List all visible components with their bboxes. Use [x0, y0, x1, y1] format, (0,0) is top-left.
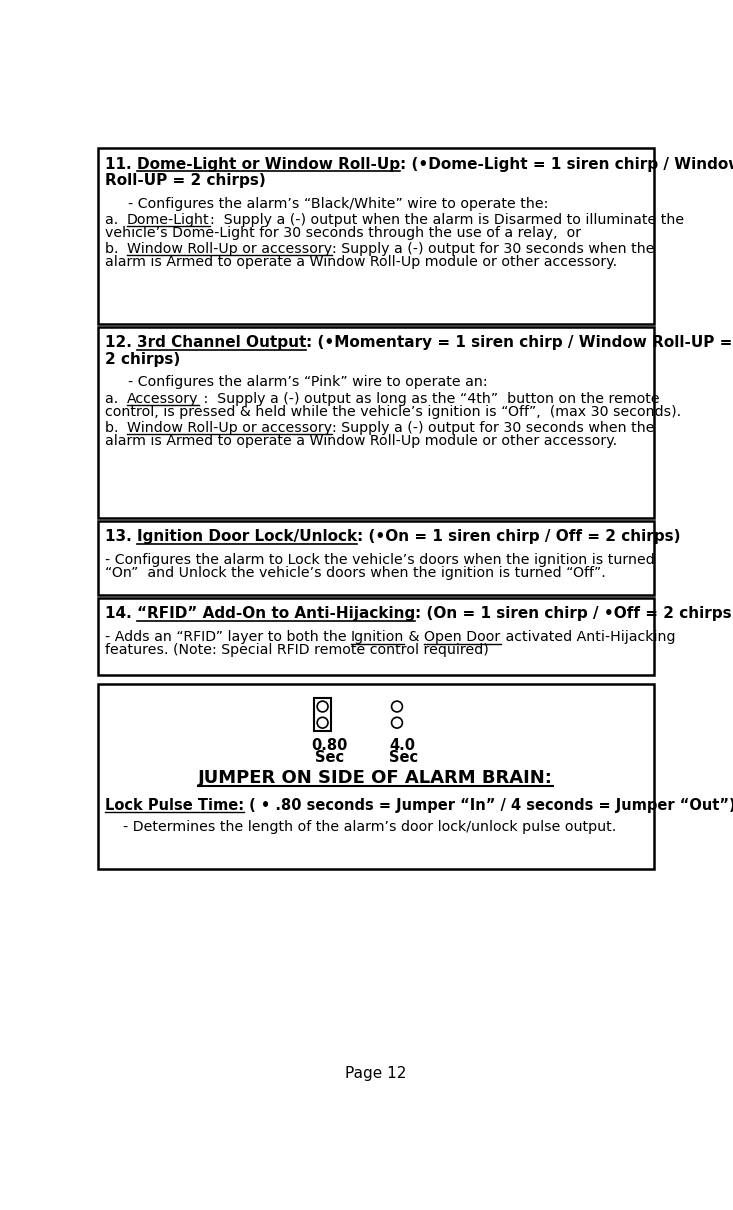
- Text: Dome-Light: Dome-Light: [127, 213, 210, 227]
- Text: Page 12: Page 12: [345, 1066, 406, 1081]
- Text: 11.: 11.: [105, 157, 136, 172]
- Text: 14.: 14.: [105, 606, 137, 622]
- Text: ( • .80 seconds = Jumper “In” / 4 seconds = Jumper “Out”): ( • .80 seconds = Jumper “In” / 4 second…: [244, 799, 733, 813]
- Text: : (On = 1 siren chirp / •Off = 2 chirps): : (On = 1 siren chirp / •Off = 2 chirps): [415, 606, 733, 622]
- Text: “On”  and Unlock the vehicle’s doors when the ignition is turned “Off”.: “On” and Unlock the vehicle’s doors when…: [105, 566, 605, 581]
- Text: :  Supply a (-) output when the alarm is Disarmed to illuminate the: : Supply a (-) output when the alarm is …: [210, 213, 684, 227]
- Circle shape: [391, 718, 402, 728]
- Bar: [97, 598, 654, 675]
- Text: alarm is Armed to operate a Window Roll-Up module or other accessory.: alarm is Armed to operate a Window Roll-…: [105, 255, 617, 270]
- Text: 13.: 13.: [105, 530, 137, 544]
- Text: Dome-Light or Window Roll-Up: Dome-Light or Window Roll-Up: [136, 157, 399, 172]
- Text: control, is pressed & held while the vehicle’s ignition is “Off”,  (max 30 secon: control, is pressed & held while the veh…: [105, 404, 681, 419]
- Text: Window Roll-Up or accessory: Window Roll-Up or accessory: [128, 242, 333, 257]
- Text: activated Anti-Hijacking: activated Anti-Hijacking: [501, 630, 675, 644]
- Text: Lock Pulse Time:: Lock Pulse Time:: [105, 799, 244, 813]
- Text: Accessory: Accessory: [127, 392, 199, 405]
- Text: - Configures the alarm’s “Black/White” wire to operate the:: - Configures the alarm’s “Black/White” w…: [128, 197, 548, 211]
- Circle shape: [391, 701, 402, 711]
- Text: : Supply a (-) output for 30 seconds when the: : Supply a (-) output for 30 seconds whe…: [333, 242, 655, 257]
- Text: Sec: Sec: [315, 750, 344, 766]
- Bar: [97, 684, 654, 869]
- Circle shape: [317, 718, 328, 728]
- Bar: [97, 149, 654, 324]
- Text: : (•Momentary = 1 siren chirp / Window Roll-UP =: : (•Momentary = 1 siren chirp / Window R…: [306, 335, 733, 351]
- Text: Open Door: Open Door: [424, 630, 501, 644]
- Text: 0.80: 0.80: [312, 738, 348, 753]
- Text: - Determines the length of the alarm’s door lock/unlock pulse output.: - Determines the length of the alarm’s d…: [105, 819, 616, 834]
- Text: &: &: [405, 630, 424, 644]
- Text: JUMPER ON SIDE OF ALARM BRAIN:: JUMPER ON SIDE OF ALARM BRAIN:: [198, 768, 553, 786]
- Text: Sec: Sec: [389, 750, 419, 766]
- Text: 4.0: 4.0: [389, 738, 415, 753]
- Text: a.: a.: [105, 392, 127, 405]
- Text: features. (Note: Special RFID remote control required): features. (Note: Special RFID remote con…: [105, 644, 489, 657]
- Text: vehicle’s Dome-Light for 30 seconds through the use of a relay,  or: vehicle’s Dome-Light for 30 seconds thro…: [105, 226, 581, 240]
- Text: Ignition Door Lock/Unlock: Ignition Door Lock/Unlock: [137, 530, 357, 544]
- Text: Ignition: Ignition: [351, 630, 405, 644]
- Circle shape: [317, 701, 328, 711]
- Text: 3rd Channel Output: 3rd Channel Output: [137, 335, 306, 351]
- Text: alarm is Armed to operate a Window Roll-Up module or other accessory.: alarm is Armed to operate a Window Roll-…: [105, 434, 617, 448]
- Text: a.: a.: [105, 213, 127, 227]
- Text: : Supply a (-) output for 30 seconds when the: : Supply a (-) output for 30 seconds whe…: [333, 421, 655, 434]
- Text: b.: b.: [105, 242, 128, 257]
- Bar: [97, 327, 654, 518]
- Text: - Adds an “RFID” layer to both the: - Adds an “RFID” layer to both the: [105, 630, 351, 644]
- Text: - Configures the alarm’s “Pink” wire to operate an:: - Configures the alarm’s “Pink” wire to …: [128, 375, 487, 390]
- Text: - Configures the alarm to Lock the vehicle’s doors when the ignition is turned: - Configures the alarm to Lock the vehic…: [105, 553, 655, 567]
- Text: Roll-UP = 2 chirps): Roll-UP = 2 chirps): [105, 173, 265, 188]
- Text: : (•On = 1 siren chirp / Off = 2 chirps): : (•On = 1 siren chirp / Off = 2 chirps): [357, 530, 680, 544]
- Text: b.: b.: [105, 421, 128, 434]
- Text: 2 chirps): 2 chirps): [105, 352, 180, 367]
- Text: : (•Dome-Light = 1 siren chirp / Window: : (•Dome-Light = 1 siren chirp / Window: [399, 157, 733, 172]
- Bar: [97, 522, 654, 595]
- Text: :  Supply a (-) output as long as the “4th”  button on the remote: : Supply a (-) output as long as the “4t…: [199, 392, 659, 405]
- Bar: [314, 698, 331, 731]
- Text: 12.: 12.: [105, 335, 137, 351]
- Text: Window Roll-Up or accessory: Window Roll-Up or accessory: [128, 421, 333, 434]
- Text: “RFID” Add-On to Anti-Hijacking: “RFID” Add-On to Anti-Hijacking: [137, 606, 415, 622]
